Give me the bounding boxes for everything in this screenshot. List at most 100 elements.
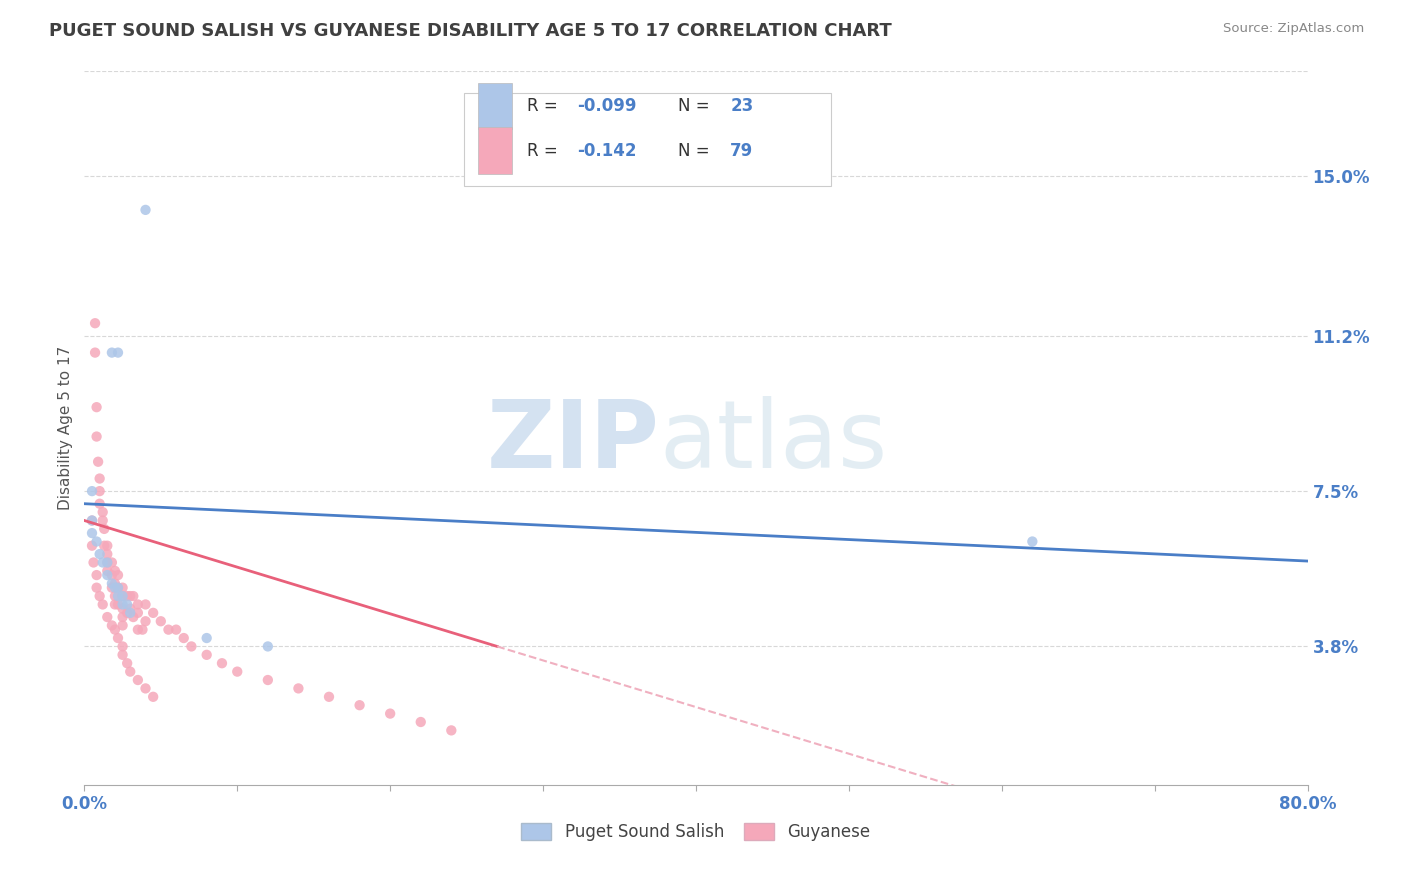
Point [287, 681, 309, 696]
Point [86, 429, 108, 443]
Point [91, 556, 114, 570]
Point [115, 589, 138, 603]
Point [104, 564, 127, 578]
Point [96, 556, 118, 570]
Text: ZIP: ZIP [486, 396, 659, 489]
Point [107, 345, 129, 359]
Point [87, 455, 110, 469]
Point [104, 598, 127, 612]
Point [89, 471, 111, 485]
Point [111, 640, 134, 654]
Point [101, 581, 124, 595]
Point [111, 648, 134, 662]
Point [101, 618, 124, 632]
Point [122, 589, 145, 603]
Point [91, 598, 114, 612]
Point [84, 316, 107, 330]
Point [127, 606, 149, 620]
Point [104, 623, 127, 637]
Point [157, 623, 180, 637]
Point [115, 606, 138, 620]
Point [96, 547, 118, 561]
Point [104, 576, 127, 591]
Bar [478, 83, 513, 129]
Legend: Puget Sound Salish, Guyanese: Puget Sound Salish, Guyanese [515, 816, 877, 848]
Text: -0.099: -0.099 [578, 97, 637, 115]
Point [80, 539, 103, 553]
Point [96, 539, 118, 553]
Point [135, 614, 157, 628]
Point [89, 589, 111, 603]
Point [195, 648, 218, 662]
Point [91, 505, 114, 519]
Point [257, 673, 280, 687]
Point [101, 568, 124, 582]
Point [318, 690, 340, 704]
Point [111, 598, 134, 612]
Point [96, 610, 118, 624]
Point [180, 640, 202, 654]
Point [111, 589, 134, 603]
Point [111, 589, 134, 603]
Point [96, 556, 118, 570]
Point [80, 514, 103, 528]
Point [120, 665, 142, 679]
Point [131, 623, 153, 637]
Point [111, 581, 134, 595]
Point [101, 576, 124, 591]
Point [80, 43, 103, 57]
Point [120, 589, 142, 603]
Text: N =: N = [678, 142, 714, 160]
Point [115, 598, 138, 612]
Point [80, 1, 103, 15]
Point [257, 640, 280, 654]
Point [86, 581, 108, 595]
FancyBboxPatch shape [464, 93, 831, 186]
Point [107, 581, 129, 595]
Point [380, 706, 402, 721]
Point [111, 610, 134, 624]
Point [142, 606, 165, 620]
Point [89, 484, 111, 499]
Point [135, 202, 157, 217]
Point [86, 568, 108, 582]
Point [142, 690, 165, 704]
Point [135, 598, 157, 612]
Point [211, 657, 233, 671]
Point [107, 598, 129, 612]
Point [101, 345, 124, 359]
Text: Source: ZipAtlas.com: Source: ZipAtlas.com [1223, 22, 1364, 36]
Text: R =: R = [527, 142, 564, 160]
Point [83, 556, 105, 570]
Point [93, 522, 115, 536]
Point [96, 564, 118, 578]
Text: atlas: atlas [659, 396, 887, 489]
Point [127, 623, 149, 637]
Point [120, 606, 142, 620]
Point [173, 631, 195, 645]
Point [149, 614, 172, 628]
Text: PUGET SOUND SALISH VS GUYANESE DISABILITY AGE 5 TO 17 CORRELATION CHART: PUGET SOUND SALISH VS GUYANESE DISABILIT… [49, 22, 891, 40]
Point [91, 514, 114, 528]
Point [80, 526, 103, 541]
Text: 79: 79 [730, 142, 754, 160]
Text: -0.142: -0.142 [578, 142, 637, 160]
Point [107, 631, 129, 645]
Point [409, 714, 432, 729]
Point [135, 681, 157, 696]
Point [84, 345, 107, 359]
Point [1021, 534, 1043, 549]
Point [96, 568, 118, 582]
Point [104, 589, 127, 603]
Y-axis label: Disability Age 5 to 17: Disability Age 5 to 17 [58, 346, 73, 510]
Point [89, 497, 111, 511]
Point [195, 631, 218, 645]
Point [86, 400, 108, 414]
Point [80, 484, 103, 499]
Point [107, 581, 129, 595]
Text: N =: N = [678, 97, 714, 115]
Point [165, 623, 187, 637]
Point [115, 657, 138, 671]
Point [80, 514, 103, 528]
Point [86, 534, 108, 549]
